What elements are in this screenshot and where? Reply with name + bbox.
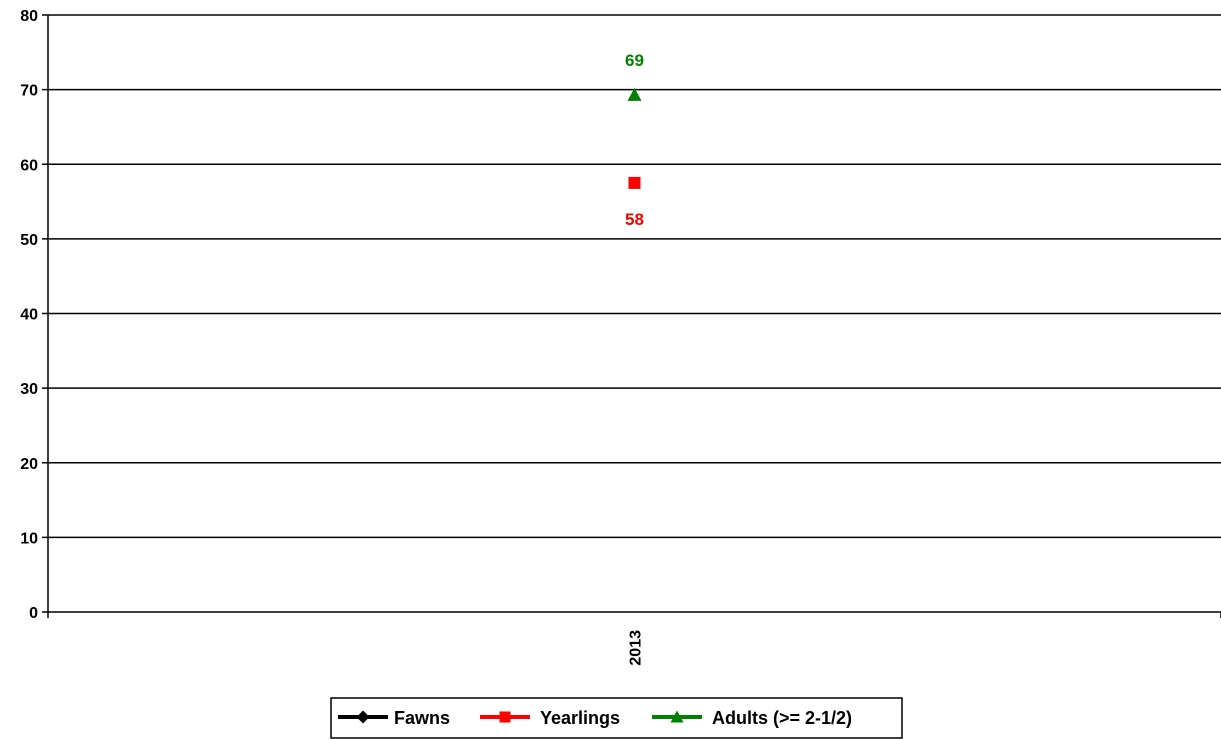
y-tick-label: 20 [20,456,38,473]
data-label: 58 [625,210,644,229]
data-point [628,176,641,189]
y-tick-label: 0 [29,605,38,622]
legend-label: Fawns [394,708,450,728]
y-tick-label: 10 [20,530,38,547]
legend-item: Yearlings [480,708,620,728]
gridlines [48,14,1221,539]
data-points: 58 69 [625,51,644,229]
legend-box [330,697,903,739]
y-axis-ticks: 0 10 20 30 40 50 60 70 80 [20,8,48,622]
y-tick-label: 70 [20,83,38,100]
x-axis-ticks: 2013 [47,612,1221,666]
legend-marker [356,710,370,724]
legend-label: Adults (>= 2-1/2) [712,708,852,728]
legend-item: Fawns [338,708,450,728]
legend-marker [670,710,684,723]
y-tick-label: 50 [20,232,38,249]
y-tick-label: 60 [20,157,38,174]
y-tick-label: 40 [20,307,38,324]
legend-item: Adults (>= 2-1/2) [652,708,852,728]
legend: Fawns Yearlings Adults (>= 2-1/2) [330,697,903,739]
legend-label: Yearlings [540,708,620,728]
data-label: 69 [625,51,644,70]
legend-marker [499,711,511,723]
y-tick-label: 80 [20,8,38,25]
data-point [627,87,642,101]
x-tick-label: 2013 [628,630,645,666]
y-tick-label: 30 [20,381,38,398]
